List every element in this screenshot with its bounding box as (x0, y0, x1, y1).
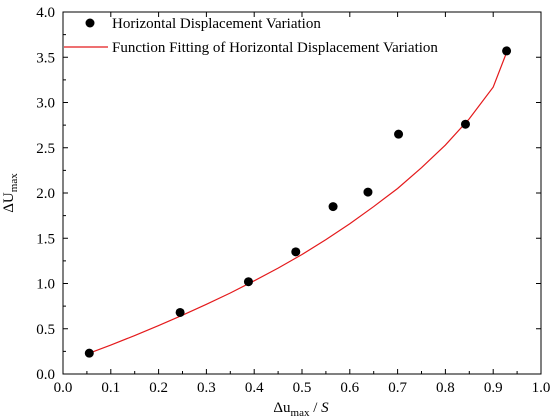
x-axis-title-sep: / (309, 400, 321, 416)
y-tick-label: 4.0 (36, 5, 55, 21)
legend: Horizontal Displacement Variation Functi… (64, 16, 438, 56)
x-axis-title: Δumax / S (273, 400, 329, 419)
x-tick-label: 0.2 (149, 380, 168, 396)
y-tick-label: 1.5 (36, 231, 55, 247)
y-axis-title: ΔUmax (1, 173, 20, 213)
data-point (175, 307, 185, 317)
data-point (363, 187, 373, 197)
x-tick-label: 0.5 (293, 380, 312, 396)
x-tick-label: 0.6 (340, 380, 359, 396)
x-tick-label: 0.1 (101, 380, 120, 396)
fit-line (86, 49, 509, 355)
legend-marker-points (85, 18, 95, 28)
plot-area-border (62, 11, 542, 375)
x-tick-label: 0.3 (197, 380, 216, 396)
x-tick-label: 0.9 (484, 380, 503, 396)
data-point (84, 348, 94, 358)
y-tick-label: 1.0 (36, 277, 55, 293)
x-axis-title-sub: max (291, 407, 310, 419)
x-axis: 0.0 0.1 0.2 0.3 0.4 0.5 0.6 0.7 0.8 0.9 1.0 (54, 12, 550, 396)
data-point (291, 247, 301, 257)
y-tick-label: 2.0 (36, 186, 55, 202)
x-tick-label: 0.8 (436, 380, 455, 396)
y-tick-label: 3.5 (36, 50, 55, 66)
y-tick-label: 3.0 (36, 96, 55, 112)
x-tick-label: 0.7 (388, 380, 407, 396)
scatter-points-layer (84, 46, 512, 358)
data-point (394, 129, 404, 139)
x-tick-label: 1.0 (532, 380, 550, 396)
y-tick-label: 0.0 (36, 367, 55, 383)
y-axis: 0.0 0.5 1.0 1.5 2.0 2.5 3.0 3.5 4.0 (36, 5, 541, 383)
y-axis-title-sub: max (8, 173, 20, 192)
x-axis-title-suffix: S (321, 400, 329, 416)
data-point (502, 46, 512, 56)
x-tick-label: 0.4 (245, 380, 264, 396)
data-point (243, 277, 253, 287)
x-axis-title-main: Δu (273, 400, 291, 416)
data-point (328, 202, 338, 212)
plot-frame (62, 11, 542, 375)
legend-label-fit: Function Fitting of Horizontal Displacem… (112, 40, 438, 56)
y-tick-label: 0.5 (36, 322, 55, 338)
legend-label-points: Horizontal Displacement Variation (112, 16, 321, 32)
data-point (460, 119, 470, 129)
y-axis-title-main: ΔU (1, 192, 17, 213)
x-tick-label: 0.0 (54, 380, 73, 396)
y-tick-label: 2.5 (36, 141, 55, 157)
fit-line-layer (86, 49, 509, 355)
